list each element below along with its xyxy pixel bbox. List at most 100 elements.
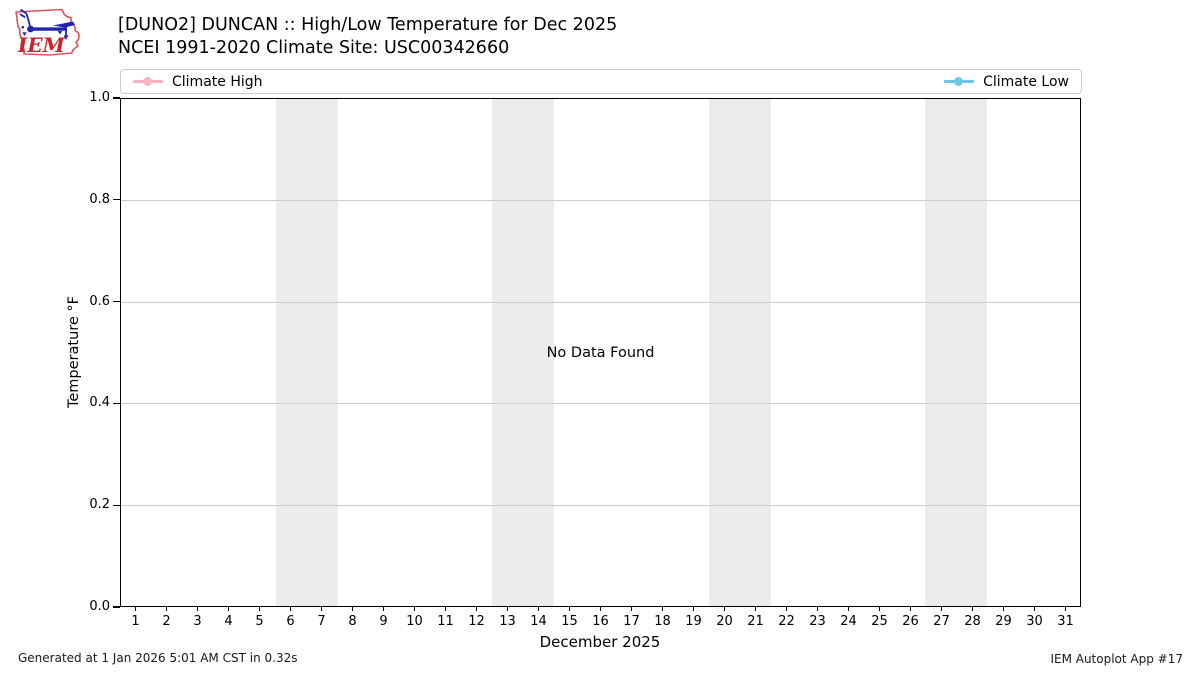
gridline [121,301,1080,303]
y-tick-label: 0.2 [89,497,110,513]
x-tick-mark [785,607,788,611]
x-tick-mark [940,607,943,611]
x-tick-mark [351,607,354,611]
x-tick-mark [599,607,602,611]
x-tick-label: 20 [716,614,733,629]
y-tick-mark [113,301,120,303]
y-tick-mark [113,606,120,608]
y-tick-label: 0.0 [89,599,110,614]
chart-title: [DUNO2] DUNCAN :: High/Low Temperature f… [118,14,617,60]
iem-logo-text: IEM [17,33,66,57]
app-credit: IEM Autoplot App #17 [1050,652,1183,666]
legend-item-climate-high: Climate High [133,74,263,90]
legend-label-climate-low: Climate Low [983,73,1069,90]
x-tick-label: 22 [778,614,795,629]
x-tick-label: 23 [809,614,826,629]
x-tick-mark [568,607,571,611]
x-tick-mark [134,607,137,611]
x-tick-label: 2 [162,614,171,629]
x-tick-mark [1064,607,1067,611]
y-tick-label: 1.0 [89,90,110,105]
weekend-shading-band [708,99,771,606]
x-tick-mark [413,607,416,611]
weather-vane-glyph [19,8,75,40]
chart-title-line-1: [DUNO2] DUNCAN :: High/Low Temperature f… [118,15,618,35]
y-axis-label: Temperature °F [66,295,82,409]
y-tick-mark [113,402,120,404]
x-tick-label: 21 [747,614,764,629]
x-tick-label: 9 [379,614,388,629]
x-tick-label: 4 [224,614,233,629]
y-tick-mark [113,199,120,201]
x-tick-label: 10 [406,614,423,629]
x-tick-mark [227,607,230,611]
x-tick-mark [1033,607,1036,611]
gridline [121,403,1080,405]
x-tick-mark [878,607,881,611]
weekend-shading-band [275,99,338,606]
x-tick-mark [723,607,726,611]
chart-title-line-2: NCEI 1991-2020 Climate Site: USC00342660 [118,38,510,58]
legend-label-climate-high: Climate High [172,73,263,90]
x-tick-label: 11 [437,614,454,629]
x-tick-label: 29 [995,614,1012,629]
x-tick-label: 12 [468,614,485,629]
gridline [121,504,1080,506]
x-tick-label: 24 [840,614,857,629]
x-tick-label: 15 [561,614,578,629]
y-tick-label: 0.4 [89,395,110,411]
x-tick-mark [971,607,974,611]
generated-timestamp: Generated at 1 Jan 2026 5:01 AM CST in 0… [18,651,298,665]
x-tick-label: 18 [654,614,671,629]
plot-area: No Data Found [120,98,1081,607]
x-tick-label: 16 [592,614,609,629]
x-tick-label: 3 [193,614,202,629]
y-tick-label: 0.8 [89,191,110,207]
x-tick-mark [692,607,695,611]
x-tick-label: 8 [348,614,357,629]
x-tick-label: 28 [964,614,981,629]
x-tick-mark [258,607,261,611]
x-tick-mark [475,607,478,611]
weekend-shading-band [492,99,555,606]
climate-high-marker-icon [133,77,163,86]
x-tick-mark [506,607,509,611]
x-tick-label: 31 [1057,614,1074,629]
x-tick-label: 25 [871,614,888,629]
x-tick-mark [196,607,199,611]
x-tick-label: 30 [1026,614,1043,629]
x-tick-mark [382,607,385,611]
legend-item-climate-low: Climate Low [944,74,1069,90]
x-tick-label: 7 [317,614,326,629]
x-tick-mark [289,607,292,611]
x-tick-label: 6 [286,614,295,629]
x-tick-mark [754,607,757,611]
x-tick-mark [537,607,540,611]
x-tick-mark [630,607,633,611]
x-tick-label: 19 [685,614,702,629]
x-tick-mark [165,607,168,611]
iem-logo-icon: IEM [15,8,80,57]
gridline [121,200,1080,202]
legend: Climate High Climate Low [120,69,1082,94]
x-tick-mark [816,607,819,611]
x-tick-mark [444,607,447,611]
x-tick-label: 17 [623,614,640,629]
no-data-message: No Data Found [546,344,655,361]
x-tick-mark [661,607,664,611]
x-axis-label: December 2025 [539,633,661,651]
y-tick-label: 0.6 [89,293,110,309]
x-tick-label: 14 [530,614,547,629]
x-tick-label: 13 [499,614,516,629]
y-tick-mark [113,97,120,99]
x-tick-label: 5 [255,614,264,629]
y-tick-mark [113,504,120,506]
x-tick-label: 27 [933,614,950,629]
climate-low-marker-icon [944,77,975,86]
weekend-shading-band [925,99,988,606]
x-tick-mark [1002,607,1005,611]
x-tick-mark [909,607,912,611]
x-tick-mark [847,607,850,611]
x-tick-label: 1 [131,614,140,629]
